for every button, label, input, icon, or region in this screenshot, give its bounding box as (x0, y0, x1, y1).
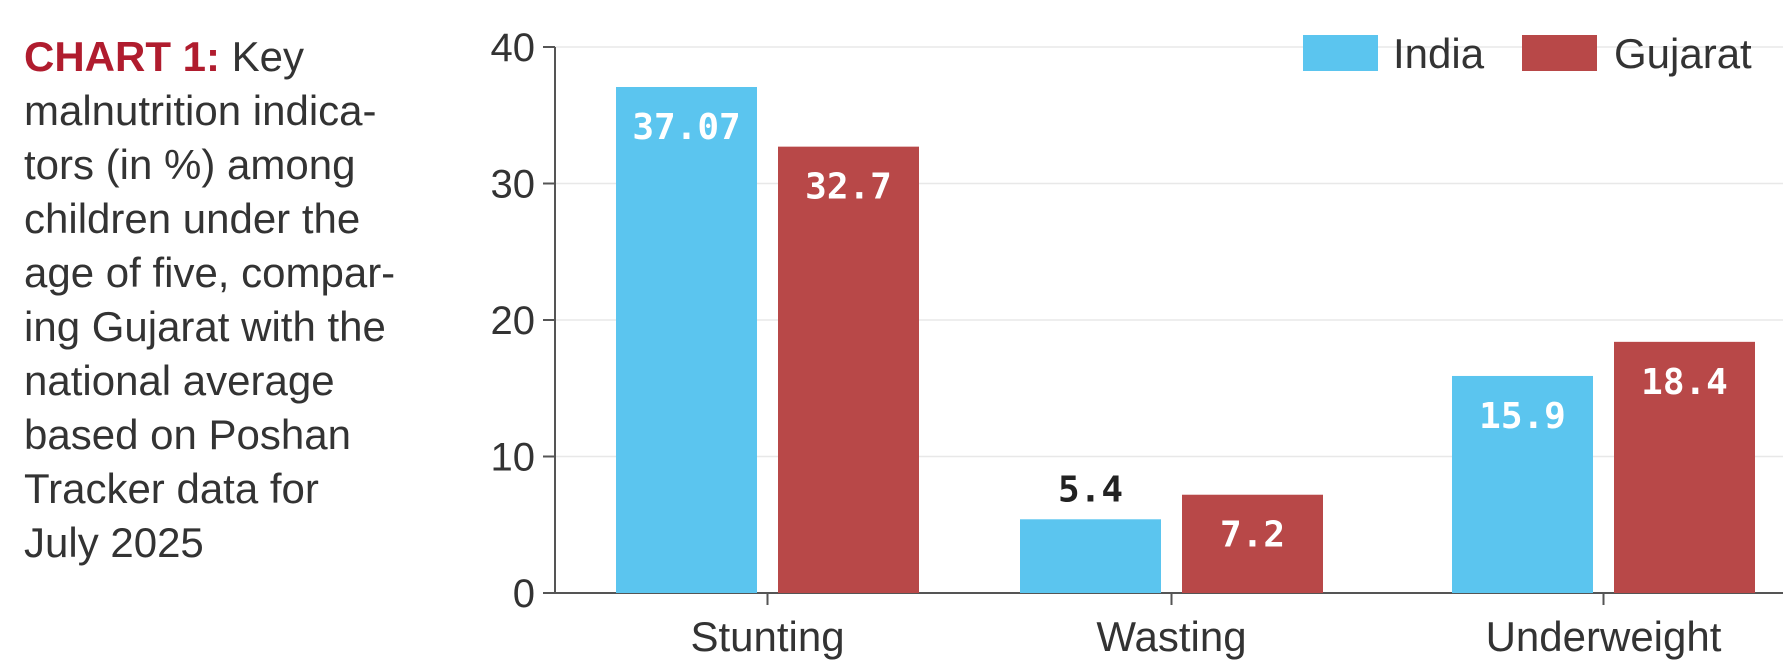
bar-india-underweight (1452, 375, 1593, 593)
legend-swatch-gujarat (1522, 35, 1597, 71)
bar-india-wasting (1020, 519, 1161, 593)
caption-line-6: ing Gujarat with the (24, 303, 386, 350)
bar-gujarat-underweight (1614, 341, 1755, 593)
data-label-india-underweight: 15.9 (1479, 396, 1566, 437)
legend-label-india: India (1393, 30, 1485, 77)
y-tick-label: 10 (491, 436, 536, 480)
bar-gujarat-wasting (1182, 494, 1323, 593)
x-tick-label-underweight: Underweight (1486, 613, 1722, 660)
caption-line-2: malnutrition indica- (24, 87, 377, 134)
caption-line-5: age of five, compar- (24, 249, 396, 296)
y-tick-label: 0 (513, 572, 535, 616)
caption-line-7: national average (24, 357, 335, 404)
data-label-india-wasting: 5.4 (1058, 469, 1123, 510)
caption-label: CHART 1: (24, 33, 220, 80)
caption-text: Key (231, 33, 305, 80)
chart-caption: CHART 1: Key malnutrition indica- tors (… (24, 30, 464, 570)
data-label-gujarat-stunting: 32.7 (805, 167, 892, 208)
y-tick-label: 30 (491, 163, 536, 207)
data-label-gujarat-underweight: 18.4 (1641, 362, 1728, 403)
y-tick-label: 40 (491, 26, 536, 70)
data-label-india-stunting: 37.07 (632, 107, 740, 148)
caption-line-4: children under the (24, 195, 361, 242)
y-tick-label: 20 (491, 299, 536, 343)
axes: 0 10 20 30 40 Stunting Wasting Underweight (491, 26, 1783, 660)
data-labels: 37.07 32.7 5.4 7.2 15.9 18.4 (632, 107, 1728, 556)
legend: India Gujarat (1303, 30, 1752, 77)
caption-line-10: July 2025 (24, 519, 204, 566)
legend-label-gujarat: Gujarat (1614, 30, 1752, 77)
x-tick-label-stunting: Stunting (690, 613, 844, 660)
bar-india-stunting (616, 86, 757, 593)
caption-line-1: CHART 1: Key (24, 30, 464, 84)
legend-swatch-india (1303, 35, 1378, 71)
x-tick-label-wasting: Wasting (1096, 613, 1246, 660)
caption-line-8: based on Poshan (24, 411, 351, 458)
bars (616, 86, 1755, 593)
data-label-gujarat-wasting: 7.2 (1220, 515, 1285, 556)
caption-line-3: tors (in %) among (24, 141, 356, 188)
bar-gujarat-stunting (778, 146, 919, 593)
caption-line-9: Tracker data for (24, 465, 319, 512)
